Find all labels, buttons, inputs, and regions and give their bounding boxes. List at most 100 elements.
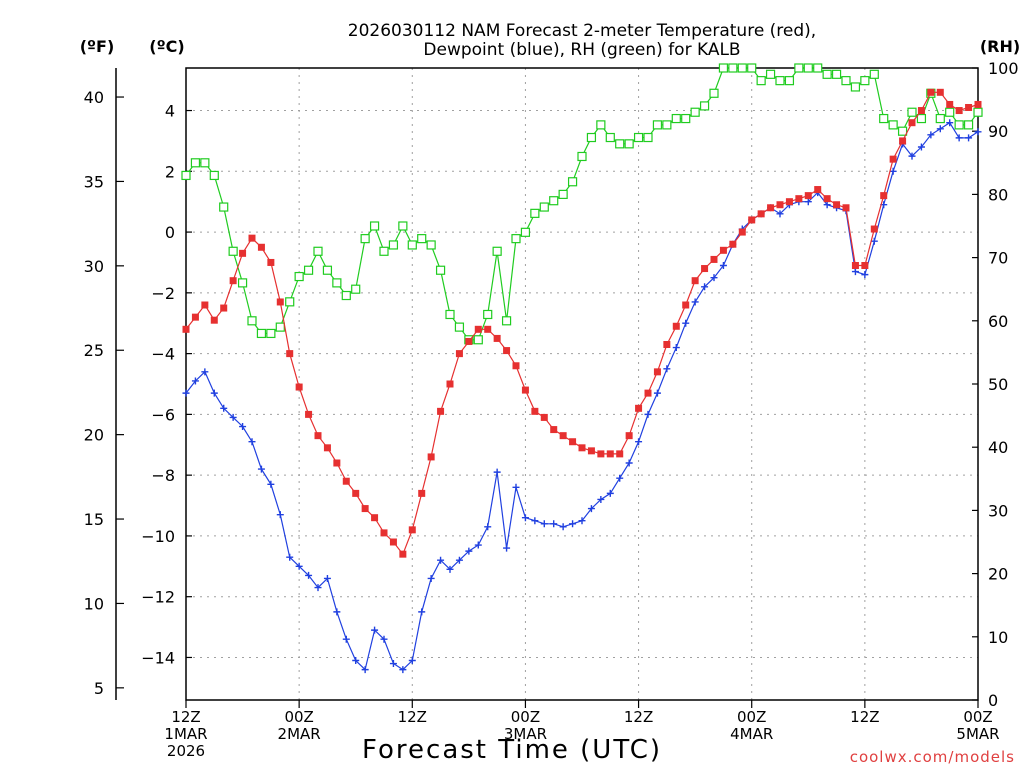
temperature-point xyxy=(531,407,539,415)
rh-point xyxy=(586,132,597,143)
temperature-point xyxy=(210,316,218,324)
celsius-tick-label: −14 xyxy=(141,648,175,667)
dewpoint-point xyxy=(446,565,454,573)
temperature-point xyxy=(286,350,294,358)
rh-point xyxy=(662,120,672,130)
rh-point xyxy=(822,69,832,79)
temperature-point xyxy=(257,243,265,251)
dewpoint-point xyxy=(974,128,982,136)
temperature-point xyxy=(767,204,775,212)
rh-point xyxy=(596,120,606,130)
temperature-point xyxy=(437,407,445,415)
rh-tick-label: 40 xyxy=(988,438,1008,457)
temperature-point xyxy=(776,201,784,209)
rh-point xyxy=(369,221,380,231)
temperature-point xyxy=(220,304,228,312)
celsius-tick-label: −6 xyxy=(151,405,175,424)
temperature-point xyxy=(408,526,416,534)
temperature-point xyxy=(682,301,690,309)
rh-point xyxy=(577,151,587,162)
temperature-point xyxy=(804,192,812,200)
temperature-point xyxy=(927,88,935,96)
dewpoint-point xyxy=(399,666,407,674)
temperature-point xyxy=(823,195,831,203)
dewpoint-point xyxy=(239,423,247,431)
dewpoint-point xyxy=(484,523,492,531)
temperature-point xyxy=(587,447,595,455)
rh-point xyxy=(803,63,813,73)
x-tick-label: 00Z xyxy=(737,708,766,726)
temperature-point xyxy=(295,383,303,391)
celsius-tick-label: 2 xyxy=(165,162,175,181)
temperature-point xyxy=(550,426,558,434)
celsius-unit-label: (ºC) xyxy=(149,37,184,56)
dewpoint-point xyxy=(248,438,256,446)
rh-point xyxy=(501,316,512,326)
dewpoint-point xyxy=(437,556,445,564)
rh-point xyxy=(200,158,210,168)
dewpoint-point xyxy=(427,574,435,582)
rh-point xyxy=(699,101,710,111)
dewpoint-point xyxy=(418,608,426,616)
temperature-point xyxy=(521,386,529,394)
dewpoint-point xyxy=(389,660,397,668)
rh-point xyxy=(916,113,927,124)
rh-point xyxy=(728,63,738,73)
rh-point xyxy=(765,69,776,79)
dewpoint-point xyxy=(635,438,643,446)
rh-tick-label: 80 xyxy=(988,185,1008,204)
dewpoint-point xyxy=(823,201,831,209)
dewpoint-point xyxy=(682,319,690,327)
dewpoint-point xyxy=(257,465,265,473)
dewpoint-point xyxy=(220,404,228,412)
series xyxy=(181,63,983,674)
rh-point xyxy=(360,234,370,244)
temperature-point xyxy=(503,347,511,355)
dewpoint-point xyxy=(201,368,209,376)
rh-tick-label: 30 xyxy=(988,501,1008,520)
credit-label: coolwx.com/models xyxy=(850,748,1015,766)
temperature-point xyxy=(738,228,746,236)
rh-tick-label: 60 xyxy=(988,312,1008,331)
temperature-point xyxy=(644,389,652,397)
temperature-point xyxy=(965,104,973,111)
x-tick-label: 2026 xyxy=(167,742,205,760)
temperature-point xyxy=(851,262,859,269)
dewpoint-point xyxy=(531,517,539,525)
rh-point xyxy=(935,113,945,124)
temperature-point xyxy=(889,155,897,163)
dewpoint-point xyxy=(861,271,869,279)
celsius-tick-label: 0 xyxy=(165,223,175,242)
temperature-point xyxy=(899,137,907,145)
rh-point xyxy=(850,82,861,92)
dewpoint-point xyxy=(408,657,416,664)
temperature-point xyxy=(201,301,209,309)
rh-point xyxy=(690,107,700,117)
dewpoint-point xyxy=(559,523,567,531)
dewpoint-point xyxy=(851,268,859,276)
rh-point xyxy=(605,132,615,143)
dewpoint-point xyxy=(286,553,294,561)
rh-point xyxy=(511,234,521,244)
rh-point xyxy=(831,69,842,79)
temperature-point xyxy=(380,529,388,537)
celsius-tick-label: 4 xyxy=(165,102,175,121)
rh-point xyxy=(209,170,219,181)
temperature-point xyxy=(578,444,586,452)
rh-point xyxy=(841,76,851,86)
dewpoint-point xyxy=(710,274,718,282)
dewpoint-point xyxy=(616,474,624,482)
dewpoint-point xyxy=(569,520,577,528)
rh-point xyxy=(219,202,229,212)
temperature-point xyxy=(785,198,793,206)
dewpoint-point xyxy=(587,505,595,513)
rh-point xyxy=(247,316,257,326)
rh-point xyxy=(954,120,964,130)
x-tick-label: 3MAR xyxy=(504,725,547,743)
dewpoint-point xyxy=(804,198,812,206)
fahrenheit-tick-label: 10 xyxy=(84,594,104,613)
x-tick-label: 12Z xyxy=(850,708,879,726)
dewpoint-point xyxy=(371,626,379,634)
temperature-point xyxy=(653,368,661,376)
